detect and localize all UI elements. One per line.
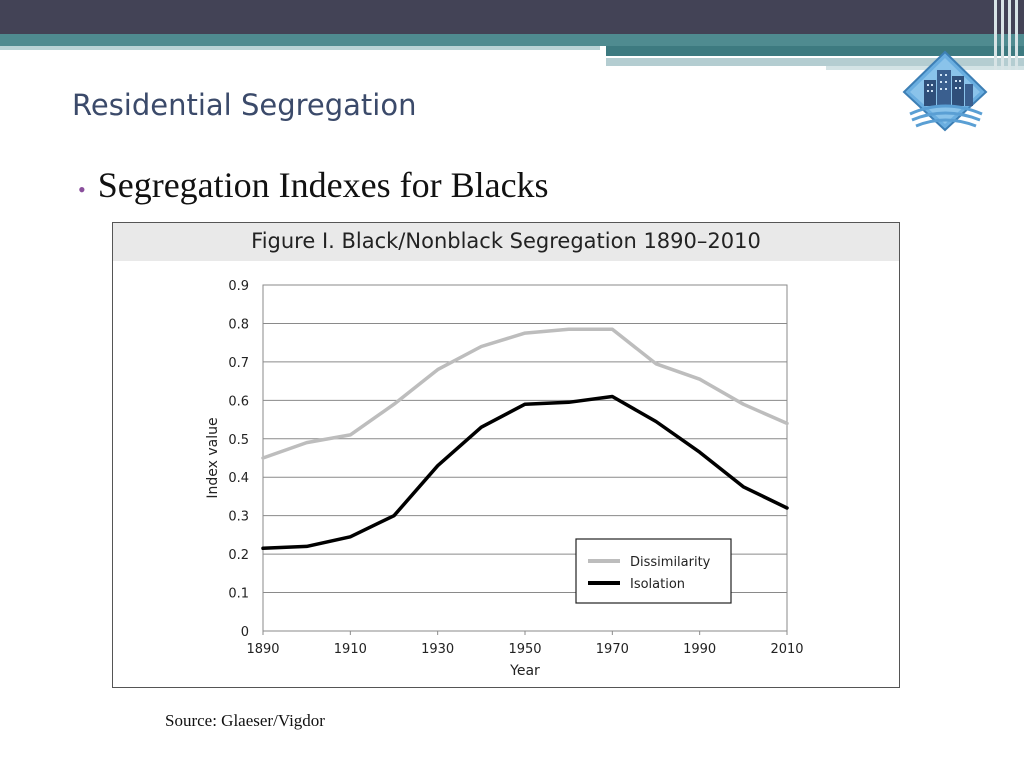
bullet-text: Segregation Indexes for Blacks	[97, 165, 549, 205]
y-tick-label: 0.8	[228, 317, 249, 332]
y-tick-label: 0.3	[228, 510, 249, 525]
y-tick-label: 0.5	[228, 433, 249, 448]
y-tick-label: 0.1	[228, 587, 249, 602]
line-chart: 0 0.1 0.2 0.3 0.4 0.5 0.6 0.7 0.8 0.9 1890 1910 1930…	[205, 279, 804, 679]
chart-title: Figure I. Black/Nonblack Segregation 189…	[113, 223, 899, 261]
header-vertical-lines	[990, 0, 1024, 70]
legend-box	[575, 538, 732, 604]
header-band-right-thin	[826, 66, 1024, 70]
y-tick-label: 0.6	[228, 394, 249, 409]
legend-label: Dissimilarity	[630, 555, 711, 570]
bullet-dot-icon: •	[78, 177, 86, 202]
legend-label: Isolation	[630, 577, 685, 592]
bullet-item: • Segregation Indexes for Blacks	[78, 164, 549, 206]
y-tick-label: 0	[241, 625, 249, 640]
header-band-right-light	[606, 58, 1024, 66]
x-tick-label: 1950	[508, 642, 541, 657]
city-buildings-icon	[902, 50, 988, 132]
series-line-isolation	[261, 394, 789, 551]
x-tick-label: 1930	[421, 642, 454, 657]
header-band-right	[606, 46, 1024, 56]
header-band-light	[0, 46, 600, 50]
source-note: Source: Glaeser/Vigdor	[165, 711, 325, 730]
top-bar	[0, 0, 1024, 34]
series-line-dissimilarity	[261, 327, 789, 460]
y-tick-label: 0.2	[228, 548, 249, 563]
slide-title: Residential Segregation	[72, 88, 417, 122]
x-tick-label: 1970	[596, 642, 629, 657]
y-tick-label: 0.4	[228, 471, 249, 486]
x-axis-label: Year	[509, 663, 540, 679]
y-tick-label: 0.7	[228, 356, 249, 371]
figure-frame: Figure I. Black/Nonblack Segregation 189…	[112, 222, 900, 688]
x-tick-label: 1890	[246, 642, 279, 657]
x-tick-label: 1910	[334, 642, 367, 657]
x-tick-label: 2010	[770, 642, 803, 657]
y-axis-label: Index value	[205, 417, 221, 498]
y-tick-label: 0.9	[228, 279, 249, 294]
x-tick-label: 1990	[683, 642, 716, 657]
header-band	[0, 34, 1024, 46]
